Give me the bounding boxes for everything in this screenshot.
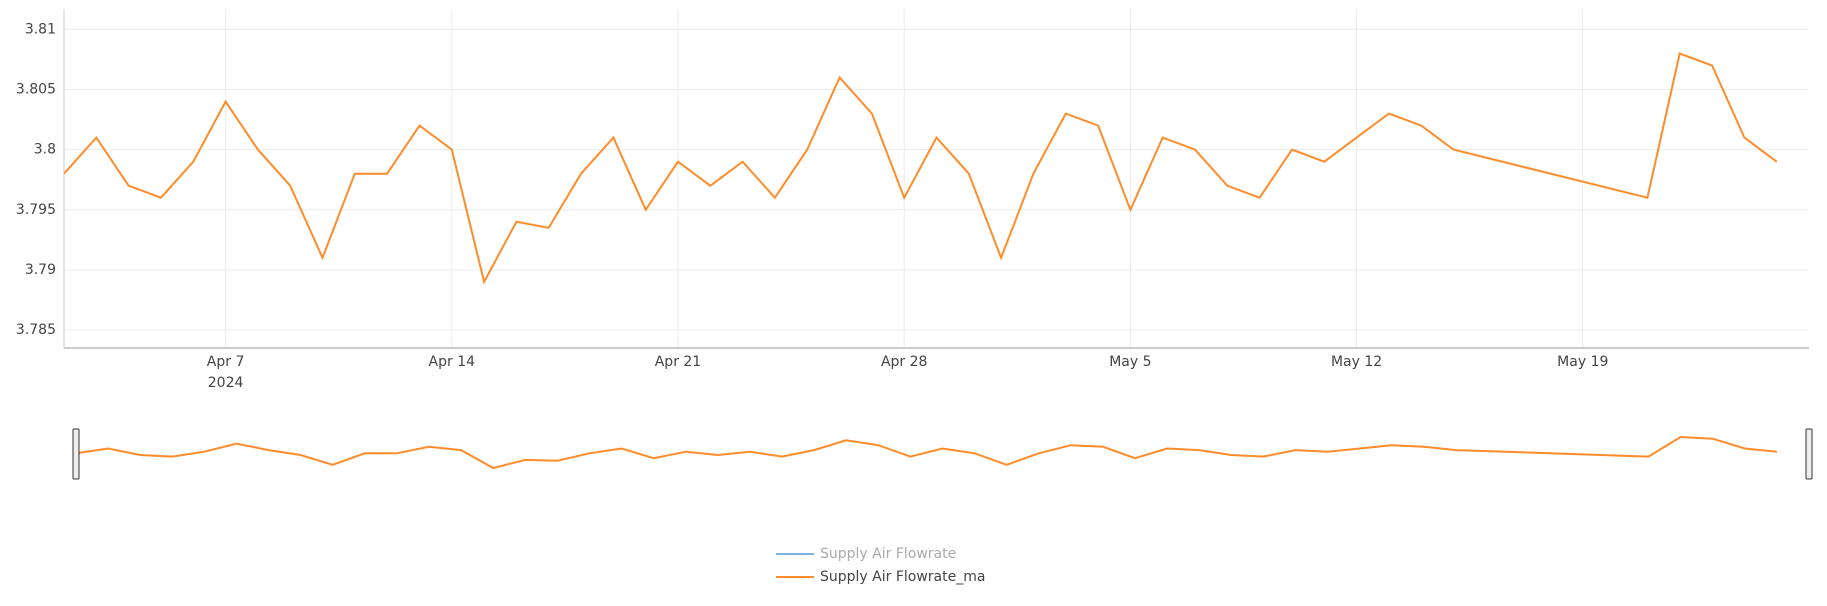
y-tick-label: 3.81 [25,21,56,37]
x-tick-label: Apr 21 [655,354,701,370]
x-tick-label: Apr 28 [881,354,927,370]
y-tick-label: 3.79 [25,262,56,278]
y-tick-label: 3.805 [16,82,56,98]
x-year-label: 2024 [208,375,244,391]
legend-label[interactable]: Supply Air Flowrate [820,546,956,562]
y-tick-label: 3.795 [16,202,56,218]
range-handle[interactable] [72,428,80,480]
data-line [63,52,1778,285]
legend-label[interactable]: Supply Air Flowrate_ma [820,569,985,585]
range-handle[interactable] [1805,428,1813,480]
x-tick-label: Apr 14 [429,354,476,370]
slider-line [75,435,1777,470]
x-tick-label: May 12 [1331,354,1382,370]
x-tick-label: Apr 7 [207,354,245,370]
y-tick-label: 3.8 [34,142,56,158]
x-tick-label: May 5 [1109,354,1151,370]
x-tick-label: May 19 [1557,354,1608,370]
y-tick-label: 3.785 [16,322,56,338]
